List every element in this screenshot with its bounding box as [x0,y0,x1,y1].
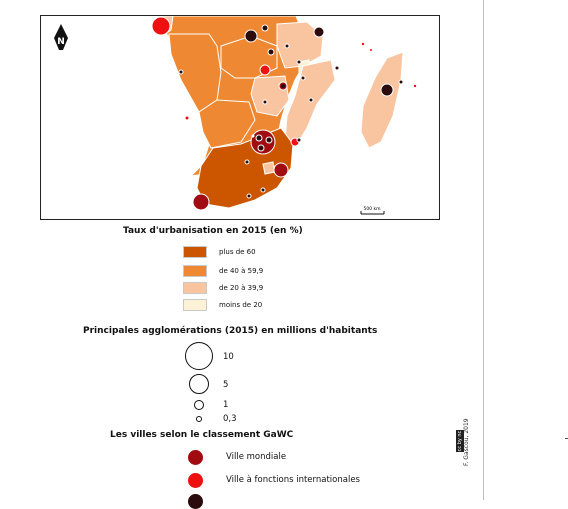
city-antananarivo [380,83,394,97]
city-dar [313,26,325,38]
page-divider [483,0,484,500]
label-fonctions-internationales: Ville à fonctions internationales [226,475,360,485]
size-label-5: 5 [223,380,229,390]
label-20-39: de 20 à 39,9 [219,284,264,292]
svg-text:500 km: 500 km [363,206,380,212]
scale-bar: 500 km [360,206,385,215]
label-moins-20: moins de 20 [219,301,263,309]
city-kinshasa [244,29,258,43]
dot-autre-ville [188,494,203,509]
country-madagascar [360,51,404,149]
gawc-legend-title: Les villes selon le classement GaWC [110,430,294,440]
size-label-1: 1 [223,400,229,410]
country-namibia [198,99,256,149]
dot-ville-mondiale [188,450,203,465]
label-40-59: de 40 à 59,9 [219,267,264,275]
swatch-plus-60 [183,246,207,258]
swatch-40-59 [183,265,207,277]
country-lesotho [262,161,276,175]
label-ville-mondiale: Ville mondiale [226,452,287,462]
dot-fonctions-internationales [188,473,203,488]
city-durban [273,162,289,178]
size-circle-1 [194,400,204,410]
map-frame: N 500 km [40,15,440,220]
edge-mark [565,438,568,439]
size-label-10: 10 [223,352,234,362]
label-plus-60: plus de 60 [219,248,256,256]
size-circle-5 [189,374,209,394]
north-arrow-icon: N [54,24,68,50]
city-cape-town [192,193,210,211]
size-circle-10 [185,342,213,370]
country-tanzania [276,21,324,69]
city-lusaka [259,64,271,76]
author-credit: F. Gascou, 2019 [463,418,470,466]
size-circle-0-3 [196,416,202,422]
swatch-moins-20 [183,299,207,311]
southern-africa-map: N 500 km [41,16,439,219]
city-luanda [151,16,171,36]
swatch-20-39 [183,282,207,294]
population-legend-title: Principales agglomérations (2015) en mil… [83,326,378,336]
size-label-0-3: 0,3 [223,414,237,424]
urbanisation-legend-title: Taux d'urbanisation en 2015 (en %) [123,226,303,236]
svg-text:N: N [57,37,65,47]
